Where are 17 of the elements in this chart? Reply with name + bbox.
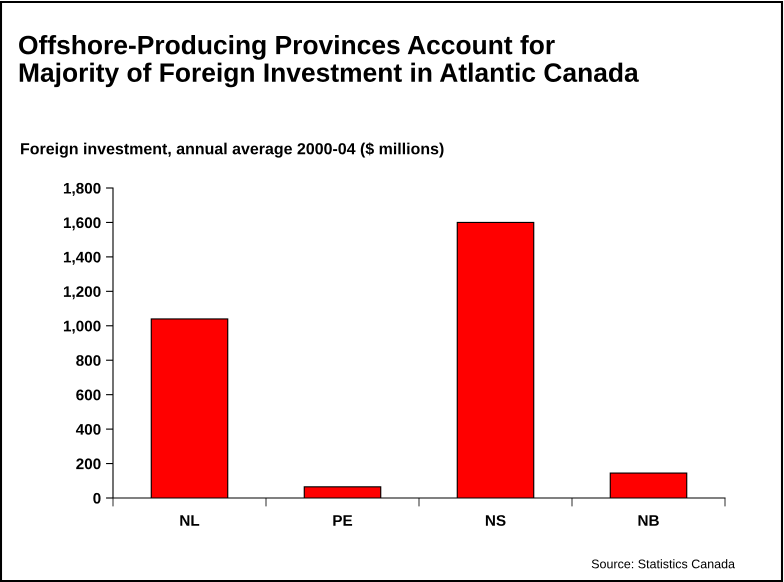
y-tick-label: 200 [76, 458, 101, 470]
chart-subtitle: Foreign investment, annual average 2000-04 ($ millions) [21, 142, 444, 158]
y-tick-label: 1,800 [64, 182, 101, 196]
x-tick-label: NL [180, 515, 200, 526]
x-tick-label: PE [333, 515, 352, 526]
y-tick-label: 400 [76, 424, 101, 435]
chart-title: Offshore-Producing Provinces Account for Majority of Foreign Investment in Atlantic Canada [19, 35, 639, 88]
y-tick-label: 800 [76, 355, 101, 366]
y-tick-label: 1,600 [64, 217, 101, 230]
x-tick-label: NB [638, 515, 659, 526]
y-tick-label: 600 [76, 390, 101, 400]
y-tick-label: 0 [93, 492, 101, 504]
x-tick-label: NS [486, 515, 506, 526]
y-tick-label: 1,000 [64, 320, 101, 334]
y-tick-label: 1,200 [64, 286, 101, 300]
y-tick-label: 1,400 [64, 252, 101, 265]
source-note: Source: Statistics Canada [592, 559, 736, 568]
